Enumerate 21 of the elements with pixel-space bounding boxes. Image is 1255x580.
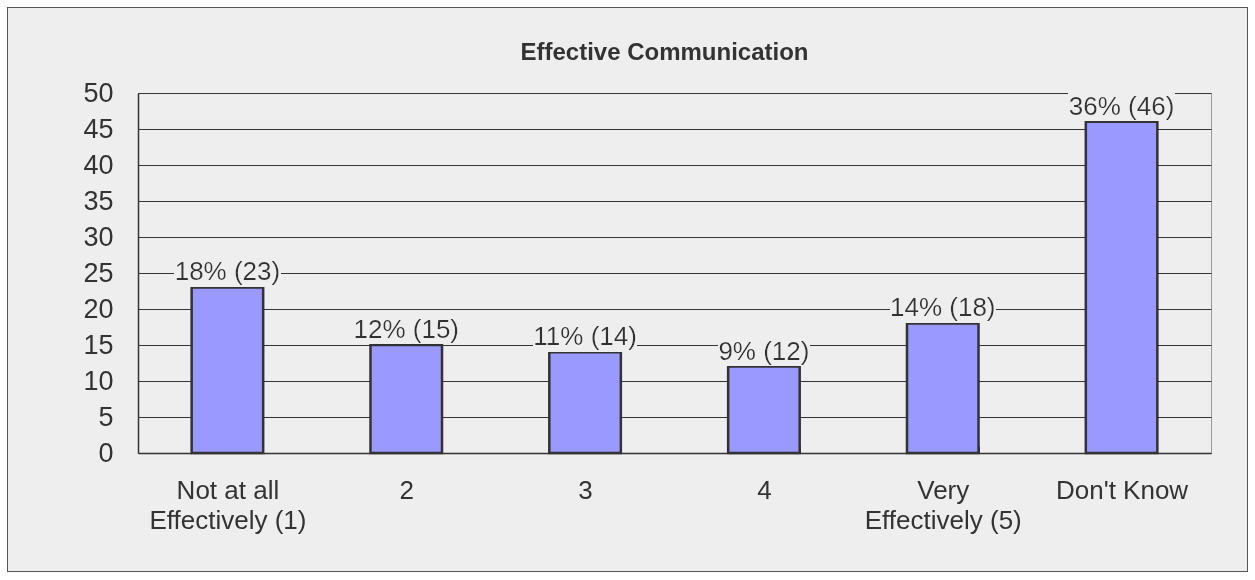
y-tick-label: 0 bbox=[98, 437, 114, 468]
x-tick-label: 3 bbox=[578, 474, 593, 505]
y-tick-label: 30 bbox=[83, 221, 114, 252]
data-label: 9% (12) bbox=[718, 335, 810, 366]
chart-title: Effective Communication bbox=[520, 38, 809, 65]
y-tick-label: 15 bbox=[83, 329, 114, 360]
data-label: 11% (14) bbox=[533, 321, 637, 352]
x-tick-label: 4 bbox=[757, 474, 772, 505]
y-tick-label: 45 bbox=[83, 113, 114, 144]
y-tick-label: 25 bbox=[83, 257, 114, 288]
x-tick-label: Very Effectively (5) bbox=[864, 474, 1022, 535]
data-label: 12% (15) bbox=[353, 314, 459, 344]
y-tick-label: 50 bbox=[83, 77, 114, 108]
y-tick-label: 40 bbox=[83, 149, 114, 180]
y-tick-label: 5 bbox=[98, 401, 114, 432]
y-tick-label: 10 bbox=[83, 365, 114, 396]
x-tick-label: Don't Know bbox=[1056, 474, 1189, 505]
y-tick-label: 20 bbox=[83, 293, 114, 324]
x-tick-label: 2 bbox=[399, 474, 414, 505]
y-tick-label: 35 bbox=[83, 185, 114, 216]
x-tick-label: Not at all Effectively (1) bbox=[149, 474, 307, 535]
